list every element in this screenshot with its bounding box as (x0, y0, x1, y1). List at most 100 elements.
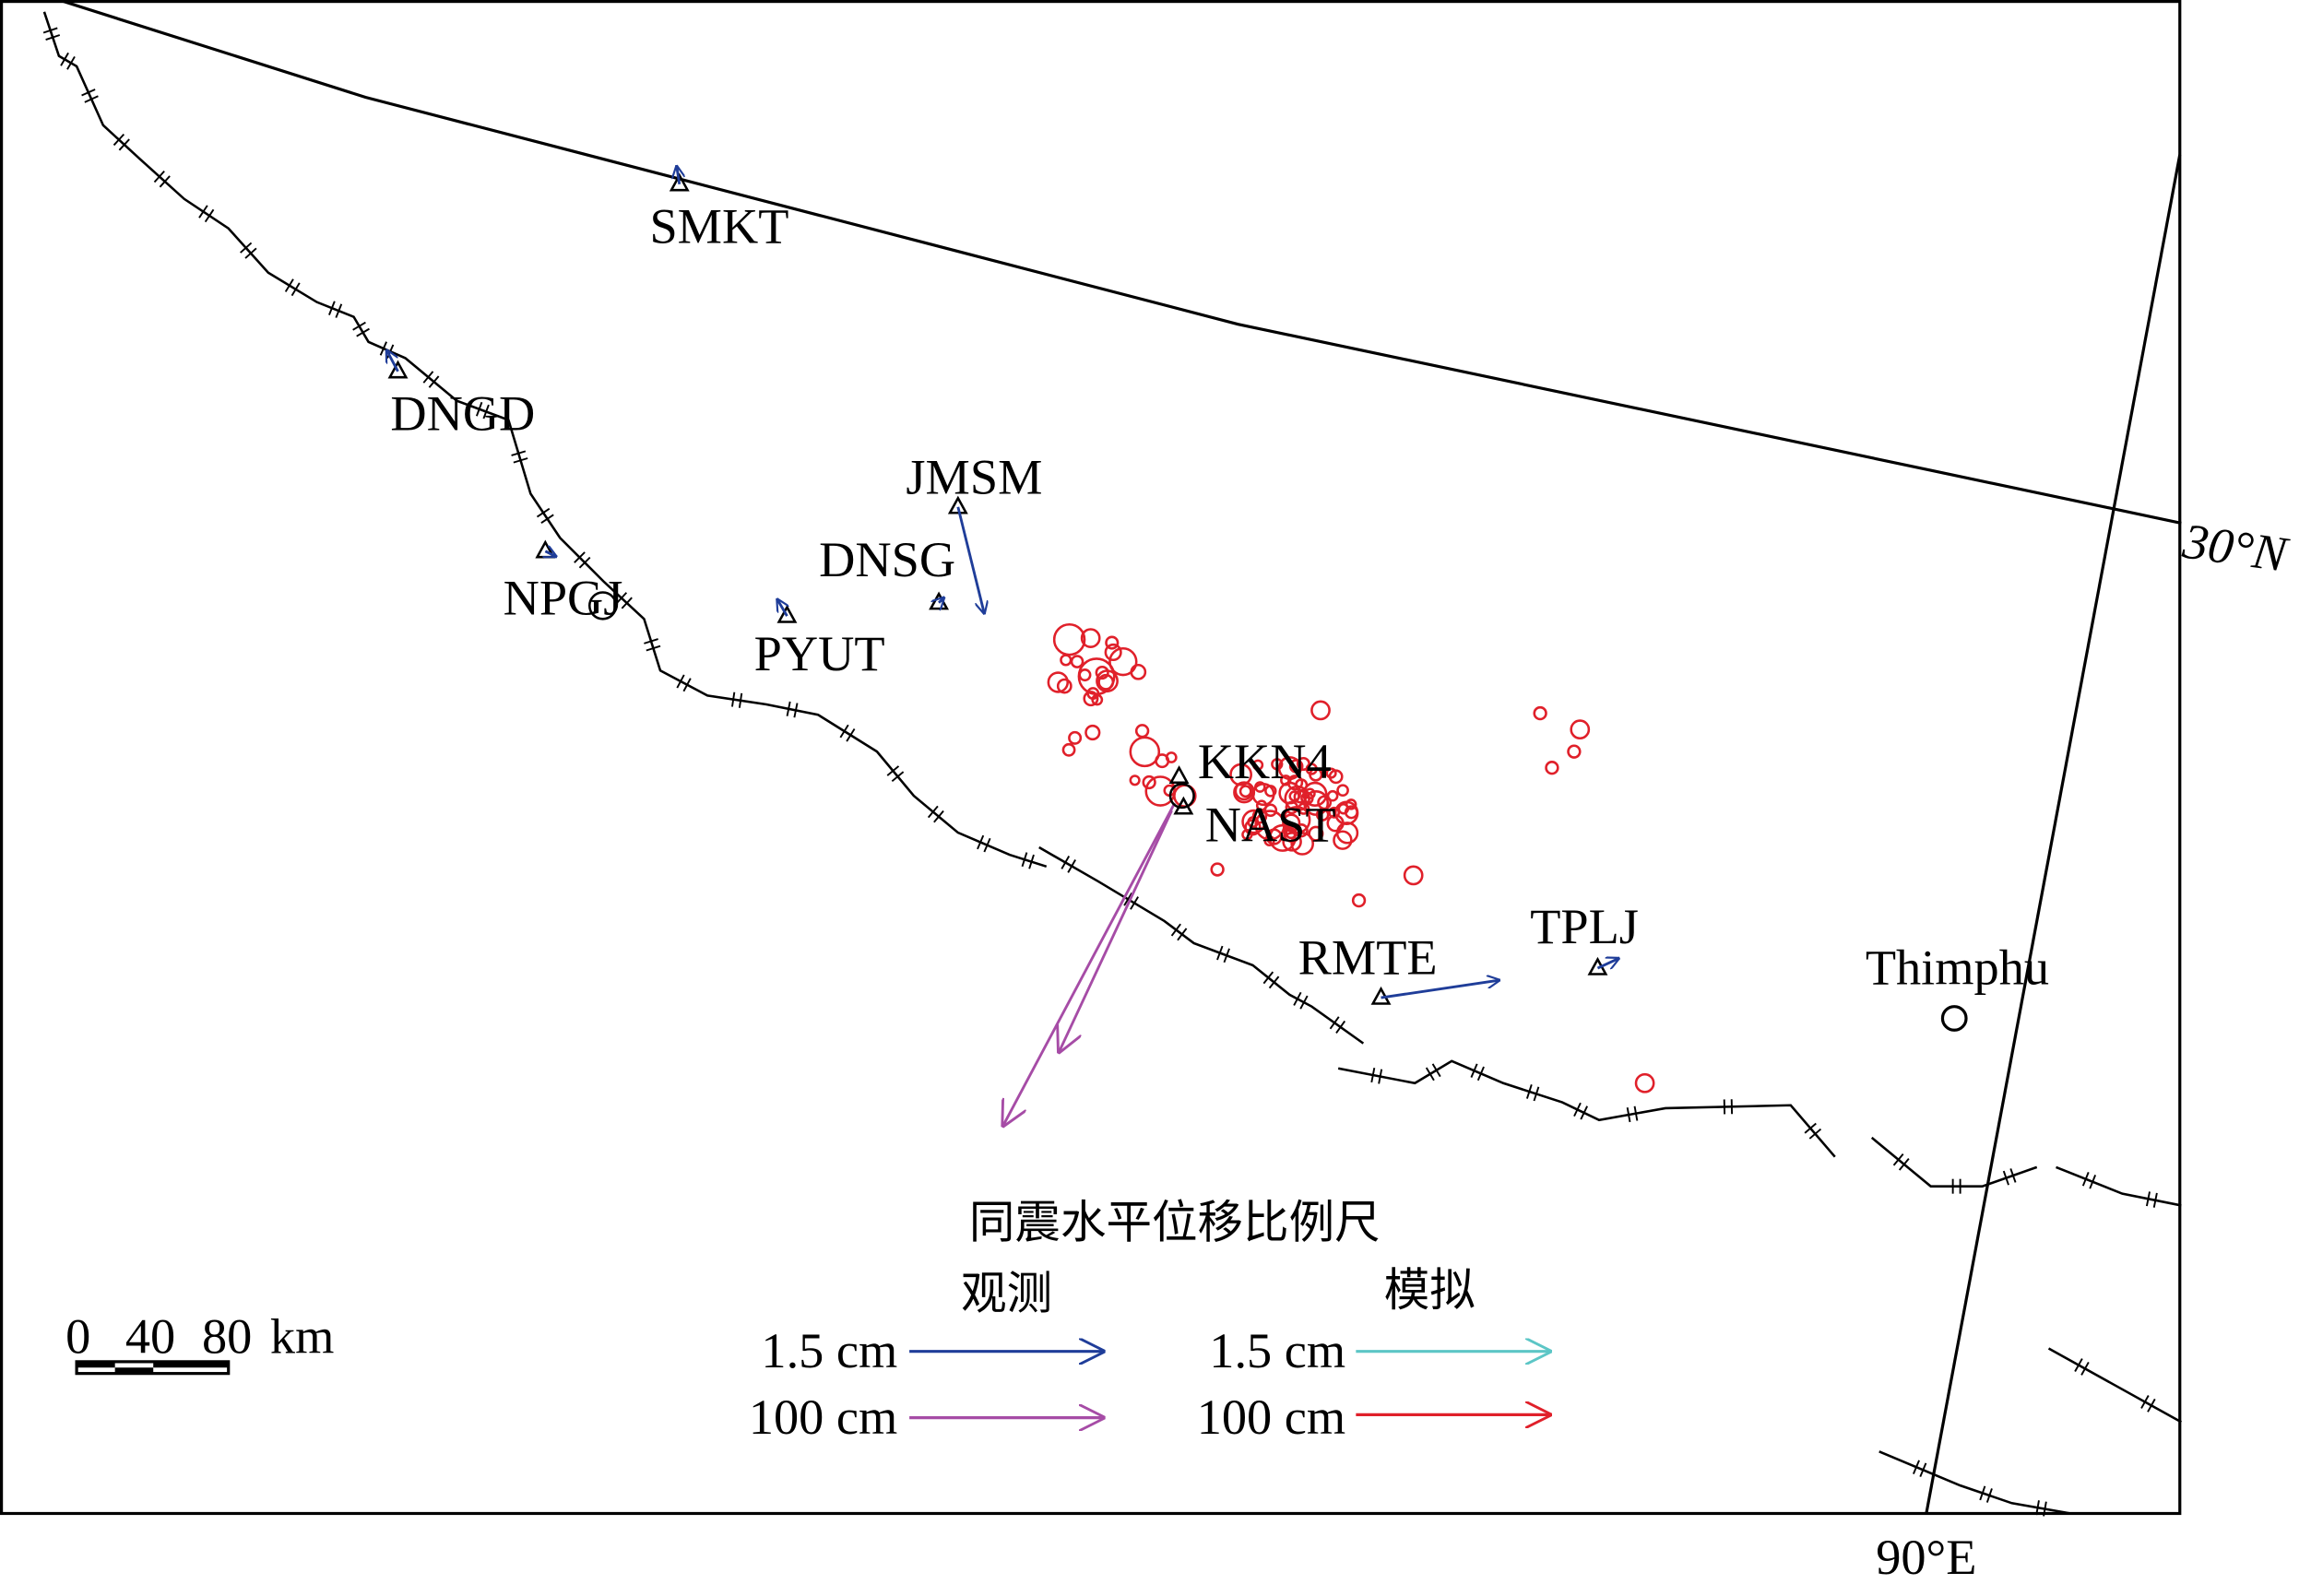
station-marker (387, 360, 409, 379)
stations: SMKT DNGD NPGJ PYUT DNSG JMSM KKN4 NAST RMTE TPLJ (385, 165, 1639, 1128)
fault-tick (84, 95, 99, 103)
map-frame (0, 0, 2182, 1516)
earthquake (1344, 805, 1358, 820)
legend-modeled: 模拟 (1384, 1263, 1475, 1317)
earthquake (1328, 769, 1344, 785)
earthquake (1325, 767, 1337, 779)
fault-tick (1293, 991, 1302, 1006)
fault-tick (1170, 923, 1181, 937)
earthquake (1317, 795, 1333, 810)
earthquake (1134, 724, 1150, 739)
fault-tick (1892, 1153, 1904, 1166)
earthquake (1308, 825, 1324, 842)
fault-tick (1028, 854, 1035, 869)
fault-tick (81, 89, 96, 97)
fault-tick (646, 644, 661, 652)
fault (1038, 845, 1365, 1045)
observed-arrow (545, 551, 557, 559)
observed-arrow (677, 165, 680, 185)
fault-tick (284, 278, 294, 292)
earthquake (1130, 663, 1147, 680)
earthquake (1108, 646, 1138, 677)
fault-tick (1470, 1063, 1478, 1078)
fault-tick (786, 701, 791, 716)
observed-arrow (1596, 958, 1619, 968)
earthquake (1060, 654, 1073, 667)
station-label: TPLJ (1530, 899, 1639, 954)
legend: 同震水平位移比例尺 观测 模拟 1.5 cm 100 cm 1.5 cm 100… (749, 1196, 1552, 1445)
earthquake (1241, 809, 1266, 834)
station-label: SMKT (649, 199, 788, 254)
earthquake (1142, 774, 1156, 790)
earthquake (1234, 781, 1254, 801)
earthquake (1295, 778, 1309, 792)
fault-tick (511, 450, 527, 456)
fault-tick (1299, 995, 1309, 1010)
station-label: NAST (1205, 798, 1336, 853)
earthquake (1304, 787, 1316, 799)
earthquake (1570, 719, 1591, 740)
earthquake (1310, 700, 1331, 721)
scale-bar: 0 40 80 km (65, 1308, 334, 1376)
fault-tick (2074, 1358, 2083, 1372)
legend-label: 1.5 cm (761, 1323, 897, 1378)
fault-tick (2145, 1191, 2151, 1207)
fault-tick (839, 724, 849, 739)
fault-tick (45, 34, 61, 41)
fault-tick (66, 55, 76, 70)
station-label: JMSM (906, 449, 1042, 504)
fault-tick (1573, 1102, 1582, 1117)
fault-tick (1533, 1086, 1540, 1102)
station-marker (1168, 765, 1190, 784)
earthquake (1129, 736, 1161, 768)
fault-tick (983, 837, 991, 853)
fault-tick (846, 728, 856, 742)
earthquake (1302, 781, 1328, 807)
fault-tick (1979, 1485, 1986, 1501)
earthquake (1263, 803, 1278, 818)
earthquake (1047, 671, 1069, 693)
city-label: Thimphu (1866, 940, 2049, 996)
fault-tick (42, 27, 58, 34)
station-label: RMTE (1298, 929, 1438, 985)
fault-tick (615, 592, 628, 605)
fault-tick (2147, 1398, 2156, 1413)
fault-tick (886, 765, 900, 776)
station-label: PYUT (754, 626, 885, 681)
fault-tick (2009, 1168, 2017, 1183)
earthquake (1333, 830, 1353, 850)
fault-tick (2002, 1170, 2009, 1186)
fault-tick (2080, 1361, 2090, 1376)
earthquake (1290, 832, 1315, 856)
fault (1337, 1059, 1836, 1158)
earthquake (1095, 665, 1109, 680)
earthquake (1104, 643, 1122, 662)
fault (2047, 1347, 2182, 1424)
station-marker (669, 172, 690, 192)
earthquake (1264, 785, 1277, 798)
fault-tick (540, 514, 554, 524)
observed-arrow (776, 598, 787, 617)
fault-tick (1431, 1063, 1441, 1078)
earthquake (1326, 789, 1339, 802)
fault-tick (933, 810, 944, 823)
earthquake (1105, 635, 1120, 650)
fault-tick (240, 242, 253, 254)
earthquake (1297, 802, 1310, 815)
fault-tick (536, 507, 551, 518)
fault-tick (113, 134, 125, 147)
earthquake (1403, 865, 1424, 886)
fault-tick (682, 678, 692, 692)
fault (1870, 1136, 2038, 1188)
legend-label: 100 cm (749, 1389, 897, 1445)
fault-tick (60, 52, 69, 66)
fault-tick (1262, 971, 1274, 985)
city-marker (1940, 1005, 1968, 1032)
earthquake (1254, 781, 1266, 793)
fault-tick (1329, 1016, 1340, 1030)
fault-tick (335, 303, 343, 318)
fault-tick (153, 170, 165, 183)
earthquake (1634, 1072, 1655, 1094)
earthquakes (1047, 622, 1655, 1094)
observed-arrow (1059, 810, 1173, 1054)
